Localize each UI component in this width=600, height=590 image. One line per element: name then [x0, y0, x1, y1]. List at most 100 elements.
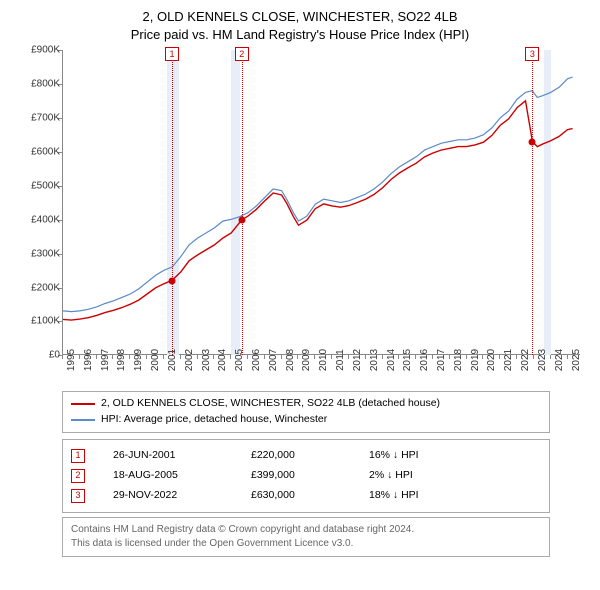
x-axis-label: 2014 — [386, 349, 397, 371]
x-tick — [415, 355, 416, 359]
x-axis-label: 1998 — [116, 349, 127, 371]
x-tick — [180, 355, 181, 359]
y-axis-label: £900K — [20, 45, 60, 56]
x-tick — [499, 355, 500, 359]
x-axis-label: 2008 — [285, 349, 296, 371]
title-line-1: 2, OLD KENNELS CLOSE, WINCHESTER, SO22 4… — [10, 8, 590, 26]
sale-marker-line — [532, 58, 533, 355]
x-axis-label: 1999 — [133, 349, 144, 371]
x-axis-label: 2009 — [301, 349, 312, 371]
y-axis-label: £600K — [20, 147, 60, 158]
sale-marker-line — [172, 58, 173, 355]
x-tick — [79, 355, 80, 359]
sale-delta: 2% ↓ HPI — [369, 466, 413, 486]
x-tick — [398, 355, 399, 359]
legend-label: HPI: Average price, detached house, Winc… — [101, 412, 327, 428]
sale-date: 18-AUG-2005 — [113, 466, 223, 486]
x-tick — [449, 355, 450, 359]
x-tick — [112, 355, 113, 359]
x-axis-label: 2023 — [537, 349, 548, 371]
y-axis-label: £500K — [20, 180, 60, 191]
x-tick — [213, 355, 214, 359]
x-axis-label: 2016 — [419, 349, 430, 371]
sale-price: £399,000 — [251, 466, 341, 486]
x-axis-label: 2013 — [369, 349, 380, 371]
x-axis-label: 2007 — [268, 349, 279, 371]
y-axis-label: £400K — [20, 214, 60, 225]
chart-container: 2, OLD KENNELS CLOSE, WINCHESTER, SO22 4… — [0, 0, 600, 590]
x-axis-label: 2002 — [184, 349, 195, 371]
x-tick — [382, 355, 383, 359]
x-axis-label: 2018 — [453, 349, 464, 371]
sale-marker-box: 2 — [235, 47, 249, 61]
y-axis-label: £700K — [20, 113, 60, 124]
sale-price: £220,000 — [251, 446, 341, 466]
x-axis-label: 2004 — [217, 349, 228, 371]
x-axis-label: 2010 — [318, 349, 329, 371]
sale-row: 126-JUN-2001£220,00016% ↓ HPI — [71, 446, 541, 466]
x-axis-label: 2005 — [234, 349, 245, 371]
x-tick — [230, 355, 231, 359]
property-line — [63, 101, 573, 320]
x-axis-label: 2001 — [167, 349, 178, 371]
sale-row-marker: 3 — [71, 489, 85, 503]
x-tick — [62, 355, 63, 359]
x-axis-label: 2012 — [352, 349, 363, 371]
footer-line-2: This data is licensed under the Open Gov… — [71, 537, 541, 551]
chart-area: 123 £0£100K£200K£300K£400K£500K£600K£700… — [20, 50, 580, 385]
x-axis-label: 2015 — [402, 349, 413, 371]
sale-row-marker: 2 — [71, 469, 85, 483]
sale-marker-line — [242, 58, 243, 355]
y-axis-label: £300K — [20, 248, 60, 259]
x-axis-label: 2003 — [201, 349, 212, 371]
legend-item: 2, OLD KENNELS CLOSE, WINCHESTER, SO22 4… — [71, 396, 541, 412]
sales-table: 126-JUN-2001£220,00016% ↓ HPI218-AUG-200… — [62, 439, 550, 513]
x-tick — [482, 355, 483, 359]
sale-marker-box: 1 — [165, 47, 179, 61]
sale-date: 29-NOV-2022 — [113, 486, 223, 506]
sale-row: 2 18-AUG-2005 £399,000 2% ↓ HPI — [71, 466, 541, 486]
x-tick — [550, 355, 551, 359]
x-axis-label: 2006 — [251, 349, 262, 371]
y-axis-label: £800K — [20, 79, 60, 90]
legend-swatch — [71, 403, 95, 405]
x-tick — [533, 355, 534, 359]
sale-delta: 16% ↓ HPI — [369, 446, 419, 466]
sale-row: 329-NOV-2022£630,00018% ↓ HPI — [71, 486, 541, 506]
x-axis-label: 1995 — [66, 349, 77, 371]
x-tick — [146, 355, 147, 359]
legend-label: 2, OLD KENNELS CLOSE, WINCHESTER, SO22 4… — [101, 396, 440, 412]
line-canvas — [63, 50, 581, 355]
legend: 2, OLD KENNELS CLOSE, WINCHESTER, SO22 4… — [62, 391, 550, 433]
x-axis-label: 2025 — [571, 349, 582, 371]
x-axis-label: 2021 — [503, 349, 514, 371]
x-tick — [432, 355, 433, 359]
x-tick — [281, 355, 282, 359]
x-tick — [331, 355, 332, 359]
sale-delta: 18% ↓ HPI — [369, 486, 419, 506]
x-axis-label: 2011 — [335, 350, 346, 372]
title-line-2: Price paid vs. HM Land Registry's House … — [10, 26, 590, 44]
y-axis-label: £100K — [20, 316, 60, 327]
y-axis-label: £0 — [20, 350, 60, 361]
x-axis-label: 2019 — [470, 349, 481, 371]
x-tick — [314, 355, 315, 359]
hpi-line — [63, 77, 573, 312]
sale-row-marker: 1 — [71, 449, 85, 463]
legend-swatch — [71, 419, 95, 421]
y-axis-label: £200K — [20, 282, 60, 293]
x-tick — [247, 355, 248, 359]
sale-dot — [238, 217, 245, 224]
x-axis-label: 2000 — [150, 349, 161, 371]
legend-item: HPI: Average price, detached house, Winc… — [71, 412, 541, 428]
x-tick — [348, 355, 349, 359]
sale-dot — [168, 277, 175, 284]
x-tick — [197, 355, 198, 359]
x-tick — [129, 355, 130, 359]
x-axis-label: 2017 — [436, 349, 447, 371]
x-tick — [365, 355, 366, 359]
x-axis-label: 2020 — [486, 349, 497, 371]
x-tick — [96, 355, 97, 359]
plot-region: 123 — [62, 50, 580, 355]
x-axis-label: 1996 — [83, 349, 94, 371]
